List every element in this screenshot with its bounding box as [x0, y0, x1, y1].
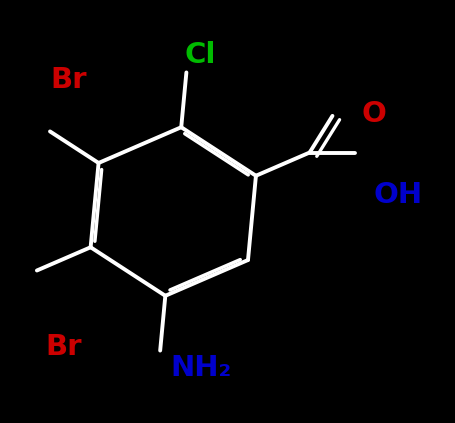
Text: NH₂: NH₂ [170, 354, 231, 382]
Text: O: O [361, 100, 385, 128]
Text: OH: OH [373, 181, 422, 209]
Text: Br: Br [50, 66, 86, 94]
Text: Br: Br [46, 333, 82, 361]
Text: Cl: Cl [184, 41, 216, 69]
